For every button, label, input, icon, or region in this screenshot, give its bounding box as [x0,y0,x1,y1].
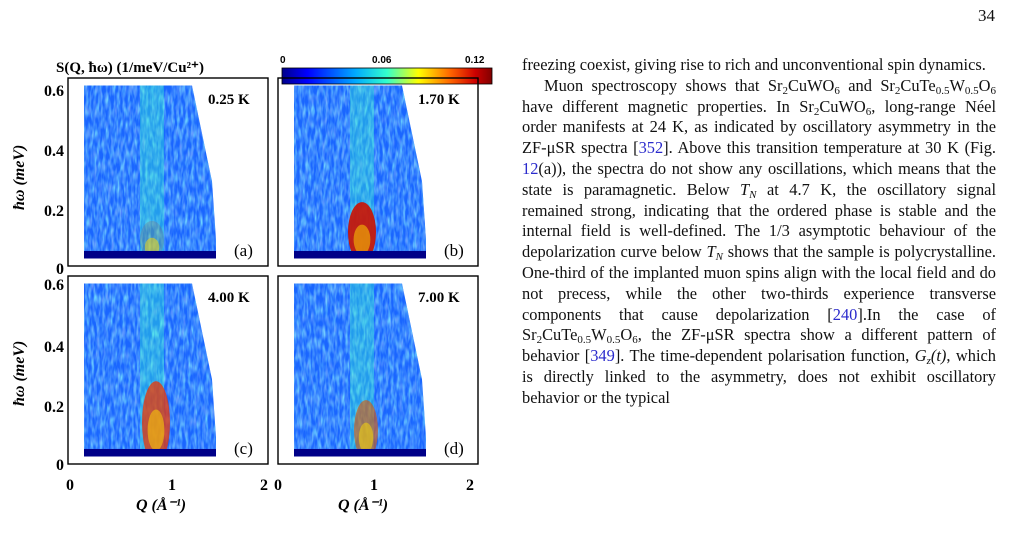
y-axis-label-bottom: ħω (meV) [11,341,28,406]
text-run: W [591,325,607,345]
x-tick-1-right: 1 [370,477,378,494]
panel-temperature: 7.00 K [418,290,460,306]
text-run: shows that the sample is polycrystalline… [522,242,996,324]
text-run: have different magnetic properties. In S… [522,96,814,116]
text-run: (a)), the spectra do not show any oscill… [522,158,996,199]
subscript: 0.5 [606,334,621,347]
spectrum-panel-c: 4.00 K (c) [67,275,269,465]
spectrum-panel-a: 0.25 K (a) [67,77,269,267]
text-run: ]. Above this transition temperature at … [663,138,996,158]
text-run: CuWO [787,75,835,95]
subscript: 0.5 [935,84,950,97]
y-tick-0.4-bottom: 0.4 [44,339,64,356]
figure-title: S(Q, ħω) (1/meV/Cu²⁺) [56,60,204,76]
intensity-map [84,283,216,457]
colorbar-tick-mid: 0.06 [372,55,392,66]
page-number: 34 [978,6,995,25]
text-run: W [949,75,965,95]
subscript: 2 [782,84,788,97]
panel-frame [67,275,269,465]
colorbar-tick-min: 0 [280,55,286,66]
text-run: O [978,75,991,95]
subscript: 6 [990,84,997,97]
text-run: ].In the case of Sr [522,304,996,345]
y-tick-0.2-bottom: 0.2 [44,399,64,416]
tn-symbol: T [706,242,716,262]
panel-frame [277,275,479,465]
panel-temperature: 1.70 K [418,92,460,108]
body-text: freezing coexist, giving rise to rich an… [522,55,996,409]
subscript: N [749,188,757,201]
panel-frame [67,77,269,267]
y-tick-0.4-top: 0.4 [44,143,64,160]
paragraph-2: Muon spectroscopy shows that Sr2CuWO6 an… [522,76,996,409]
text-run: CuTe [900,75,936,95]
text-run: CuTe [542,325,578,345]
text-run: Muon spectroscopy shows that Sr [544,75,783,95]
x-tick-1-left: 1 [168,477,176,494]
subscript: 2 [536,334,543,347]
text-run: , the ZF-μSR spectra show a different pa… [522,325,996,366]
figure-12-link[interactable]: 12 [522,158,539,178]
text-run: at 4.7 K, the oscillatory signal remaine… [522,179,996,262]
intensity-map [294,283,426,457]
subscript: 6 [632,334,638,347]
subscript: 6 [834,84,840,97]
y-tick-0-top: 0 [56,261,64,278]
intensity-map [84,85,216,259]
text-run: ]. The time-dependent polarisation funct… [614,346,915,366]
citation-link-240[interactable]: 240 [832,304,858,324]
panel-letter: (a) [234,241,253,260]
panel-frame [277,77,479,267]
intensity-map [294,85,426,259]
citation-link-352[interactable]: 352 [638,138,664,158]
text-run: and Sr [839,75,895,95]
panel-letter: (b) [444,241,464,260]
panel-letter: (d) [444,439,464,458]
subscript: 6 [865,105,872,118]
x-axis-label-left: Q (Å⁻¹) [136,496,186,514]
gz-symbol: G [914,346,927,366]
panel-temperature: 0.25 K [208,92,250,108]
subscript: 2 [813,105,820,118]
x-axis-label-right: Q (Å⁻¹) [338,496,388,514]
x-tick-2-left: 2 [260,477,268,494]
paragraph-1: freezing coexist, giving rise to rich an… [522,55,986,74]
spectrum-panel-b: 1.70 K (b) [277,77,479,267]
subscript: z [926,355,931,368]
text-run: , which is directly linked to the asymme… [522,346,996,407]
colorbar-tick-max: 0.12 [465,55,485,66]
text-run: O [620,325,633,345]
y-axis-label-top: ħω (meV) [11,145,28,210]
panel-temperature: 4.00 K [208,290,250,306]
colorbar [281,67,493,85]
x-tick-2-right: 2 [466,477,474,494]
text-run: , long-range Néel order manifests at 24 … [522,96,997,158]
gz-argument: (t) [930,346,947,366]
y-tick-0.6-top: 0.6 [44,83,64,100]
text-run: CuWO [819,96,866,116]
y-tick-0-bottom: 0 [56,457,64,474]
tn-symbol: T [740,179,750,199]
neutron-scattering-figure: S(Q, ħω) (1/meV/Cu²⁺) 0 0.06 0.12 0.25 K… [0,50,500,520]
citation-link-349[interactable]: 349 [590,346,615,366]
subscript: 0.5 [577,334,592,347]
panel-letter: (c) [234,439,253,458]
x-tick-0-right: 0 [274,477,282,494]
y-tick-0.6-bottom: 0.6 [44,277,64,294]
y-tick-0.2-top: 0.2 [44,203,64,220]
spectrum-panel-d: 7.00 K (d) [277,275,479,465]
subscript: N [715,251,723,264]
subscript: 2 [894,84,901,97]
subscript: 0.5 [964,84,979,97]
x-tick-0-left: 0 [66,477,74,494]
